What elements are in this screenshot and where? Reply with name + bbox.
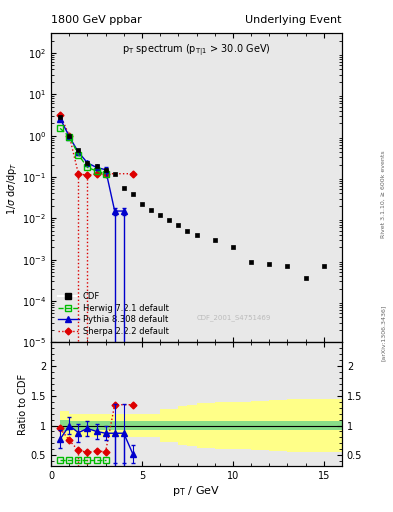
CDF [194, 232, 199, 238]
Sherpa 2.2.2 default [58, 112, 62, 118]
CDF [121, 185, 126, 191]
Sherpa 2.2.2 default [130, 170, 135, 177]
CDF [112, 170, 117, 177]
CDF [76, 147, 81, 153]
CDF [149, 207, 153, 213]
Line: CDF: CDF [58, 115, 326, 281]
Sherpa 2.2.2 default [103, 170, 108, 177]
CDF [85, 160, 90, 166]
Herwig 7.2.1 default [94, 168, 99, 174]
CDF [167, 217, 172, 223]
CDF [67, 133, 72, 139]
CDF [58, 114, 62, 120]
CDF [303, 275, 308, 282]
Text: 1800 GeV ppbar: 1800 GeV ppbar [51, 14, 142, 25]
CDF [185, 228, 190, 234]
Herwig 7.2.1 default [58, 125, 62, 132]
CDF [231, 244, 235, 250]
Y-axis label: Ratio to CDF: Ratio to CDF [18, 374, 28, 435]
Herwig 7.2.1 default [67, 134, 72, 140]
CDF [267, 261, 272, 267]
X-axis label: $\mathrm{p_T}$ / GeV: $\mathrm{p_T}$ / GeV [173, 483, 220, 498]
Text: $\mathrm{p_T}$ spectrum ($\mathrm{p_{T|1}}$ > 30.0 GeV): $\mathrm{p_T}$ spectrum ($\mathrm{p_{T|1… [122, 42, 271, 58]
CDF [212, 237, 217, 243]
Herwig 7.2.1 default [103, 170, 108, 177]
Sherpa 2.2.2 default [76, 170, 81, 177]
CDF [249, 259, 253, 265]
CDF [285, 263, 290, 269]
CDF [94, 163, 99, 169]
CDF [103, 166, 108, 173]
Legend: CDF, Herwig 7.2.1 default, Pythia 8.308 default, Sherpa 2.2.2 default: CDF, Herwig 7.2.1 default, Pythia 8.308 … [55, 290, 171, 338]
Herwig 7.2.1 default [85, 164, 90, 170]
CDF [158, 212, 163, 218]
CDF [321, 263, 326, 269]
Sherpa 2.2.2 default [67, 133, 72, 139]
Line: Herwig 7.2.1 default: Herwig 7.2.1 default [57, 125, 108, 177]
Text: Rivet 3.1.10, ≥ 600k events: Rivet 3.1.10, ≥ 600k events [381, 151, 386, 239]
Sherpa 2.2.2 default [85, 172, 90, 178]
CDF [140, 201, 144, 207]
Text: CDF_2001_S4751469: CDF_2001_S4751469 [197, 314, 272, 321]
Text: [arXiv:1306.3436]: [arXiv:1306.3436] [381, 305, 386, 361]
Line: Sherpa 2.2.2 default: Sherpa 2.2.2 default [58, 112, 135, 178]
CDF [176, 222, 181, 228]
Y-axis label: 1/$\sigma$ d$\sigma$/dp$_T$: 1/$\sigma$ d$\sigma$/dp$_T$ [5, 161, 19, 215]
CDF [130, 191, 135, 198]
Herwig 7.2.1 default [76, 152, 81, 158]
Sherpa 2.2.2 default [94, 170, 99, 177]
Text: Underlying Event: Underlying Event [245, 14, 342, 25]
